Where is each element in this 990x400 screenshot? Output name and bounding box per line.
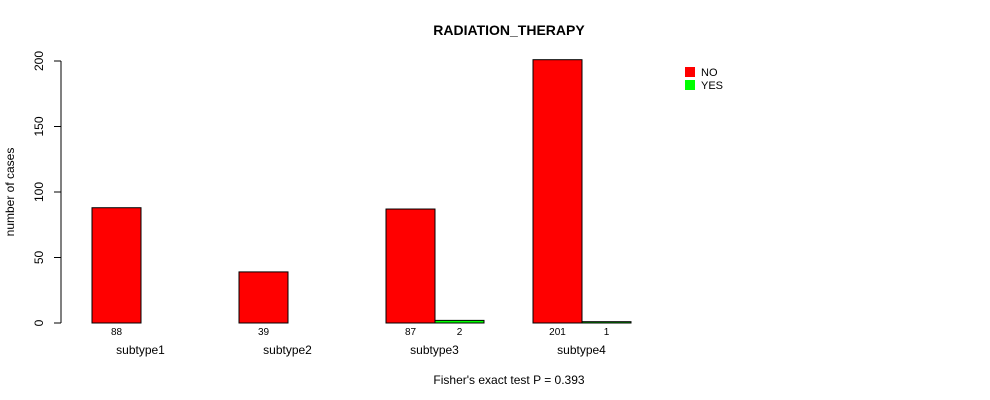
y-tick-label: 50	[32, 251, 46, 265]
count-label-no-subtype2: 39	[258, 327, 270, 338]
bar-no-subtype3	[385, 208, 436, 324]
legend-swatch-yes	[685, 80, 695, 90]
count-label-no-subtype1: 88	[111, 327, 123, 338]
category-label-subtype2: subtype2	[263, 343, 312, 357]
legend-swatch-no	[685, 67, 695, 77]
category-label-subtype1: subtype1	[116, 343, 165, 357]
y-tick-label: 100	[32, 182, 46, 202]
y-axis-title: number of cases	[3, 148, 17, 237]
bar-no-subtype1	[91, 207, 142, 324]
y-axis: 0 50 100 150 200	[32, 51, 62, 326]
fisher-test-note: Fisher's exact test P = 0.393	[433, 373, 584, 387]
bars-group: 88 subtype1 39 subtype2 87 2 subtype3 201 1 subty…	[91, 59, 632, 357]
y-tick-label: 0	[32, 319, 46, 326]
count-label-yes-subtype3: 2	[457, 327, 463, 338]
bar-yes-subtype3	[434, 319, 485, 324]
count-label-yes-subtype4: 1	[604, 327, 610, 338]
bar-no-subtype4	[532, 59, 583, 324]
y-tick-label: 200	[32, 51, 46, 71]
bar-no-subtype2	[238, 271, 289, 324]
y-tick-label: 150	[32, 116, 46, 136]
legend-label-yes: YES	[701, 80, 723, 92]
count-label-no-subtype4: 201	[549, 327, 566, 338]
category-label-subtype4: subtype4	[557, 343, 606, 357]
count-label-no-subtype3: 87	[405, 327, 417, 338]
bar-yes-subtype4	[581, 321, 632, 324]
chart-title: RADIATION_THERAPY	[433, 22, 585, 38]
category-label-subtype3: subtype3	[410, 343, 459, 357]
legend-label-no: NO	[701, 67, 718, 79]
